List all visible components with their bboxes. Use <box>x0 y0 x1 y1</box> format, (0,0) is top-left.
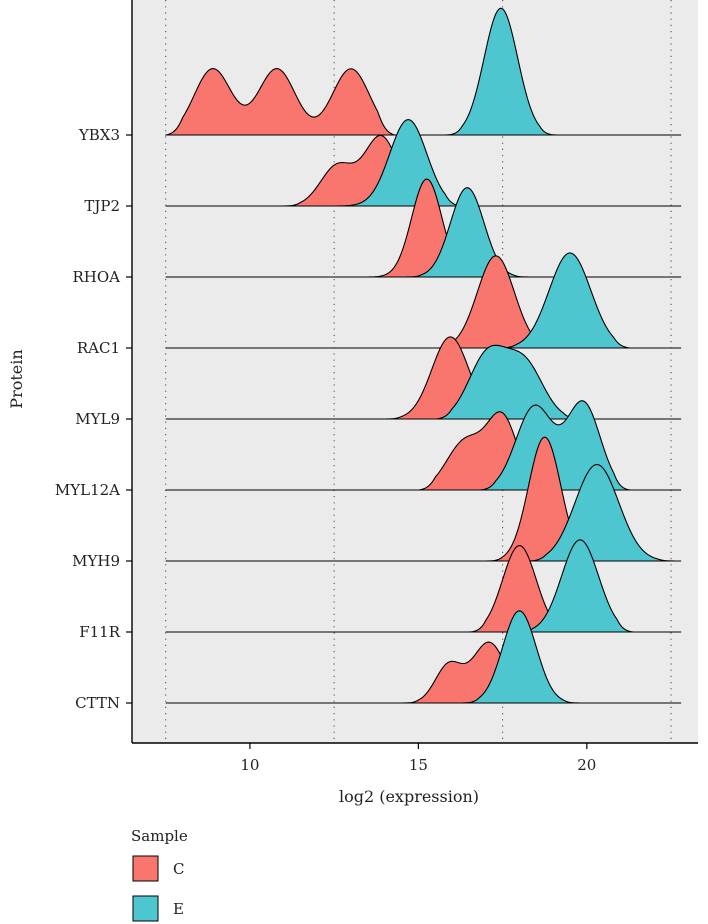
legend-label-c: C <box>173 860 184 878</box>
legend-title: Sample <box>131 827 188 845</box>
ridge-ybx3-c <box>165 68 396 136</box>
ridge-rhoa-e <box>404 187 531 278</box>
ridge-rac1-e <box>498 252 632 349</box>
y-tick-label-rac1: RAC1 <box>77 339 120 357</box>
ridge-cttn-e <box>461 610 581 704</box>
x-axis-ticks: 10 15 20 <box>240 743 596 774</box>
axes <box>131 0 698 744</box>
x-axis-title: log2 (expression) <box>339 787 479 806</box>
y-tick-label-rhoa: RHOA <box>72 268 120 286</box>
y-tick-label-tjp2: TJP2 <box>84 197 120 215</box>
ridge-f11r-e <box>515 539 635 633</box>
legend-key-c <box>132 855 159 882</box>
x-tick-label-10: 10 <box>240 756 259 774</box>
legend: Sample C E <box>131 827 188 922</box>
y-tick-label-myl12a: MYL12A <box>55 481 120 499</box>
ridge-ybx3-e <box>444 7 558 136</box>
x-tick-label-15: 15 <box>409 756 428 774</box>
y-axis-title: Protein <box>7 349 26 408</box>
y-tick-label-ybx3: YBX3 <box>78 126 120 144</box>
y-axis-ticks: CTTN F11R MYH9 MYL12A MYL9 RAC1 RHOA TJP2 YBX3 <box>55 126 132 712</box>
x-tick-label-20: 20 <box>577 756 596 774</box>
y-tick-label-myl9: MYL9 <box>75 410 120 428</box>
y-tick-label-f11r: F11R <box>79 623 120 641</box>
y-tick-label-myh9: MYH9 <box>72 552 120 570</box>
density-ridges <box>165 7 682 704</box>
ridge-myh9-e <box>529 463 675 562</box>
legend-label-e: E <box>173 900 184 918</box>
y-tick-label-cttn: CTTN <box>75 694 120 712</box>
legend-key-e <box>132 895 159 922</box>
ridge-myl9-e <box>434 344 581 420</box>
